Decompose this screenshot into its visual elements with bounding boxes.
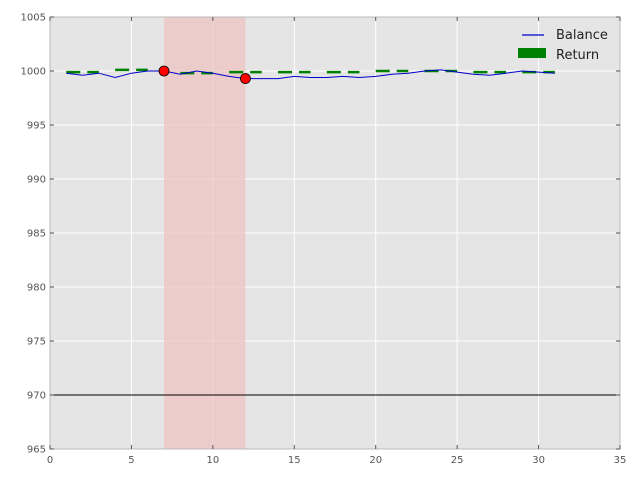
marker-layer	[158, 65, 251, 84]
balance-point	[424, 70, 425, 71]
balance-point	[294, 76, 295, 77]
balance-point	[115, 77, 116, 78]
x-tick-label: 10	[206, 455, 219, 466]
y-tick-label: 1000	[21, 67, 46, 78]
balance-point	[505, 73, 506, 74]
balance-point	[538, 71, 539, 72]
balance-point	[457, 71, 458, 72]
y-tick-label: 980	[27, 283, 46, 294]
legend-return-swatch	[518, 48, 546, 58]
balance-point	[375, 76, 376, 77]
balance-point	[359, 77, 360, 78]
x-tick-label: 20	[369, 455, 382, 466]
y-tick-label: 965	[27, 445, 46, 456]
y-tick-label: 985	[27, 229, 46, 240]
balance-point	[343, 76, 344, 77]
balance-point	[522, 70, 523, 71]
balance-point	[408, 73, 409, 74]
x-tick-label: 5	[128, 455, 134, 466]
balance-point	[180, 74, 181, 75]
balance-point	[98, 73, 99, 74]
highlight-marker	[158, 65, 170, 77]
balance-point	[196, 70, 197, 71]
balance-point	[261, 78, 262, 79]
legend: Balance Return	[518, 28, 608, 63]
balance-point	[440, 69, 441, 70]
y-tick-label: 1005	[21, 13, 46, 24]
balance-point	[326, 77, 327, 78]
balance-line	[66, 69, 555, 80]
x-tick-label: 25	[451, 455, 464, 466]
shaded-region	[164, 17, 246, 449]
x-tick-label: 30	[532, 455, 545, 466]
legend-balance-label: Balance	[556, 28, 608, 43]
balance-point	[554, 73, 555, 74]
balance-point	[277, 78, 278, 79]
y-tick-label: 990	[27, 175, 46, 186]
balance-point	[473, 74, 474, 75]
shaded-region-layer	[164, 17, 246, 449]
y-tick-label: 975	[27, 337, 46, 348]
legend-return-label: Return	[556, 48, 599, 63]
balance-point	[82, 75, 83, 76]
balance-point	[131, 73, 132, 74]
balance-point	[66, 73, 67, 74]
balance-point	[147, 70, 148, 71]
balance-point	[212, 73, 213, 74]
highlight-marker	[240, 73, 251, 84]
x-axis-ticks: 0 5 10 15 20 25 30 35	[47, 17, 627, 466]
balance-point	[489, 75, 490, 76]
balance-point	[391, 74, 392, 75]
y-tick-label: 995	[27, 121, 46, 132]
x-tick-label: 0	[47, 455, 53, 466]
x-tick-label: 35	[614, 455, 627, 466]
y-axis-ticks: 965 970 975 980 985 990 995 1000 1005	[21, 13, 620, 456]
balance-point	[229, 76, 230, 77]
balance-series-layer	[66, 69, 555, 80]
x-tick-label: 15	[288, 455, 301, 466]
y-tick-label: 970	[27, 391, 46, 402]
balance-point	[310, 77, 311, 78]
